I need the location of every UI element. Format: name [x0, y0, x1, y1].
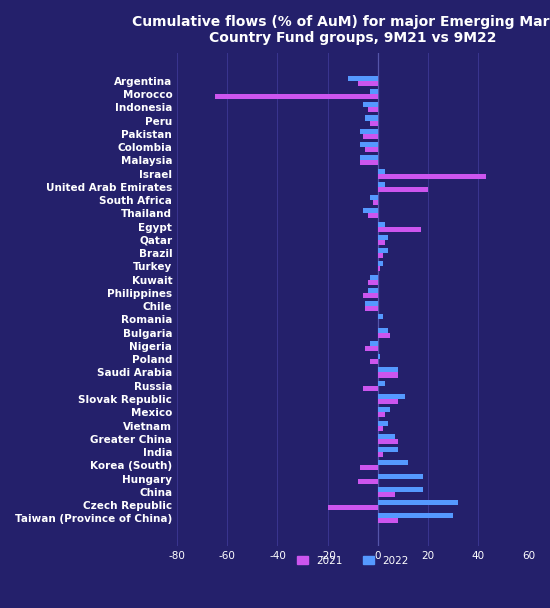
Bar	[368, 107, 378, 112]
Bar	[378, 314, 383, 319]
Bar	[378, 266, 381, 271]
Bar	[363, 385, 378, 391]
Bar	[363, 209, 378, 213]
Bar	[378, 394, 405, 399]
Bar	[378, 452, 383, 457]
Bar	[365, 346, 378, 351]
Bar	[378, 492, 395, 497]
Bar	[378, 513, 453, 519]
Bar	[370, 89, 378, 94]
Bar	[365, 116, 378, 120]
Bar	[378, 333, 390, 338]
Bar	[378, 412, 386, 417]
Bar	[365, 306, 378, 311]
Bar	[360, 465, 378, 471]
Bar	[358, 81, 378, 86]
Bar	[378, 381, 386, 385]
Bar	[363, 102, 378, 107]
Bar	[360, 155, 378, 161]
Bar	[370, 120, 378, 126]
Bar	[378, 399, 398, 404]
Bar	[378, 235, 388, 240]
Bar	[378, 227, 421, 232]
Bar	[378, 187, 428, 192]
Bar	[363, 134, 378, 139]
Bar	[365, 147, 378, 152]
Bar	[214, 94, 378, 99]
Bar	[368, 213, 378, 218]
Bar	[378, 261, 383, 266]
Bar	[378, 519, 398, 523]
Bar	[378, 221, 386, 227]
Bar	[378, 168, 386, 173]
Bar	[378, 434, 395, 439]
Bar	[378, 421, 388, 426]
Bar	[328, 505, 378, 510]
Bar	[370, 195, 378, 200]
Bar	[378, 248, 388, 253]
Bar	[370, 359, 378, 364]
Legend: 2021, 2022: 2021, 2022	[293, 552, 412, 570]
Bar	[370, 341, 378, 346]
Bar	[363, 293, 378, 298]
Bar	[378, 426, 383, 430]
Bar	[358, 478, 378, 483]
Bar	[378, 407, 390, 412]
Bar	[360, 142, 378, 147]
Bar	[348, 76, 378, 81]
Bar	[360, 129, 378, 134]
Bar	[373, 200, 378, 205]
Bar	[378, 328, 388, 333]
Bar	[378, 253, 383, 258]
Bar	[378, 474, 423, 478]
Bar	[365, 301, 378, 306]
Title: Cumulative flows (% of AuM) for major Emerging Market
Country Fund groups, 9M21 : Cumulative flows (% of AuM) for major Em…	[131, 15, 550, 45]
Bar	[378, 500, 458, 505]
Bar	[368, 280, 378, 285]
Bar	[378, 439, 398, 444]
Bar	[360, 161, 378, 165]
Bar	[378, 487, 423, 492]
Bar	[378, 354, 381, 359]
Bar	[378, 460, 408, 465]
Bar	[378, 173, 486, 179]
Bar	[368, 288, 378, 293]
Bar	[378, 240, 386, 245]
Bar	[378, 182, 386, 187]
Bar	[378, 373, 398, 378]
Bar	[378, 367, 398, 373]
Bar	[378, 447, 398, 452]
Bar	[370, 275, 378, 280]
